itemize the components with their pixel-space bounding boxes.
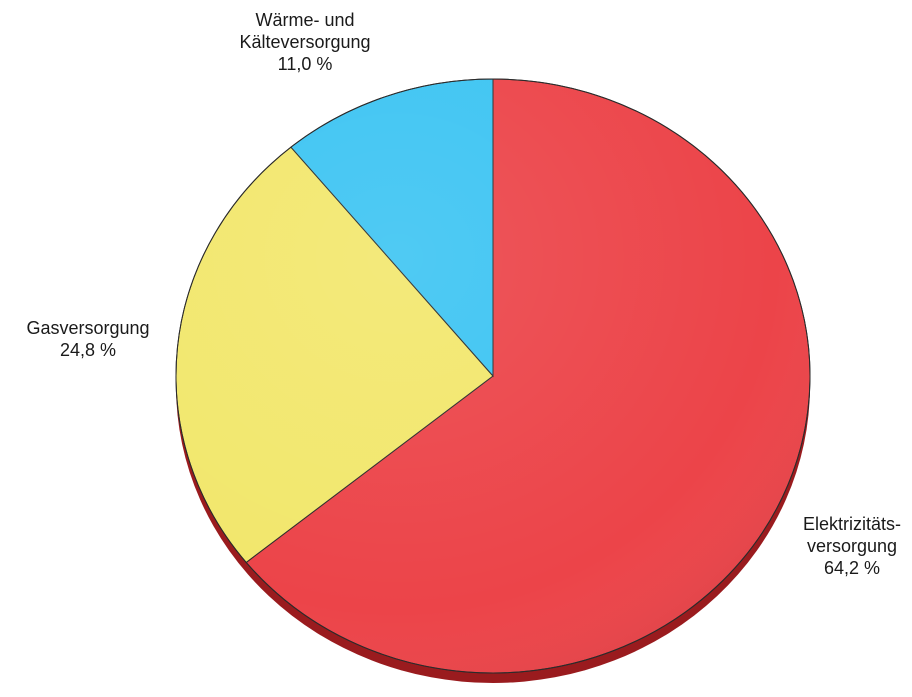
slice-name-label: versorgung [807,536,897,556]
slice-value-label: 11,0 % [278,54,333,74]
pie-labels: Elektrizitäts-versorgung 64,2 % Gasversorg… [26,10,901,578]
slice-label-1: Elektrizitäts-versorgung 64,2 % [803,514,901,578]
slice-value-label: 24,8 % [60,340,116,360]
slice-value-label: 64,2 % [824,558,880,578]
slice-label-3: Wärme- und Kälteversorgung 11,0 % [239,10,370,74]
slice-name-label: Elektrizitäts- [803,514,901,534]
slice-name-label: Gasversorgung [26,318,149,338]
pie-slices [175,78,811,674]
slice-label-2: Gasversorgung 24,8 % [26,318,149,360]
slice-name-label: Wärme- und [255,10,354,30]
slice-name-label: Kälteversorgung [239,32,370,52]
